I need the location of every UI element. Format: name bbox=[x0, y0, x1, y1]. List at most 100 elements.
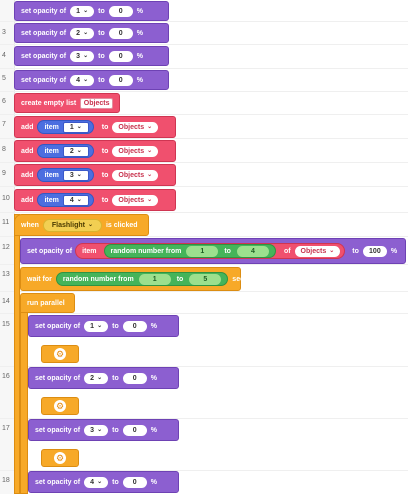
random-to-input[interactable]: 5 bbox=[189, 273, 222, 285]
line-number: 4 bbox=[2, 52, 6, 59]
chevron-down-icon: ⌄ bbox=[147, 148, 153, 154]
item-reporter[interactable]: item 4 ⌄ bbox=[37, 193, 94, 207]
chevron-down-icon: ⌄ bbox=[147, 124, 153, 130]
list-dropdown[interactable]: Objects ⌄ bbox=[112, 169, 159, 181]
row-divider bbox=[0, 186, 408, 187]
random-to-input[interactable]: 4 bbox=[236, 245, 269, 257]
opacity-value-input[interactable]: 0 bbox=[122, 476, 147, 488]
set-opacity-block[interactable]: set opacity of 4 ⌄ to 0 % bbox=[28, 471, 179, 493]
target-dropdown[interactable]: 3 ⌄ bbox=[84, 424, 109, 436]
item-dropdown[interactable]: 1 ⌄ bbox=[62, 121, 89, 133]
random-number-reporter[interactable]: random number from 1 to 5 bbox=[55, 272, 229, 286]
parallel-branch-settings[interactable]: ⚙ bbox=[41, 397, 79, 415]
set-opacity-block[interactable]: set opacity of 1 ⌄ to 0 % bbox=[14, 1, 169, 21]
gear-icon[interactable]: ⚙ bbox=[54, 400, 66, 412]
target-dropdown[interactable]: 4 ⌄ bbox=[70, 74, 95, 86]
opacity-value-input[interactable]: 0 bbox=[122, 320, 147, 332]
line-number: 5 bbox=[2, 75, 6, 82]
list-name-input[interactable]: Objects bbox=[80, 97, 113, 109]
chevron-down-icon: ⌄ bbox=[97, 323, 103, 329]
chevron-down-icon: ⌄ bbox=[83, 30, 89, 36]
set-opacity-block[interactable]: set opacity of 3 ⌄ to 0 % bbox=[28, 419, 179, 441]
list-dropdown[interactable]: Objects ⌄ bbox=[112, 145, 159, 157]
chevron-down-icon: ⌄ bbox=[147, 172, 153, 178]
gear-icon[interactable]: ⚙ bbox=[54, 348, 66, 360]
line-number: 12 bbox=[2, 244, 10, 251]
chevron-down-icon: ⌄ bbox=[76, 172, 82, 178]
chevron-down-icon: ⌄ bbox=[83, 8, 89, 14]
opacity-value-input[interactable]: 0 bbox=[122, 372, 147, 384]
chevron-down-icon: ⌄ bbox=[83, 53, 89, 59]
opacity-value-input[interactable]: 0 bbox=[108, 50, 133, 62]
row-divider bbox=[0, 236, 408, 237]
set-opacity-block[interactable]: set opacity of 4 ⌄ to 0 % bbox=[14, 70, 169, 90]
object-dropdown[interactable]: Flashlight ⌄ bbox=[42, 218, 102, 232]
chevron-down-icon: ⌄ bbox=[83, 77, 89, 83]
item-dropdown[interactable]: 3 ⌄ bbox=[62, 169, 89, 181]
set-opacity-block[interactable]: set opacity of 1 ⌄ to 0 % bbox=[28, 315, 179, 337]
random-from-input[interactable]: 1 bbox=[138, 273, 171, 285]
item-reporter[interactable]: item 1 ⌄ bbox=[37, 120, 94, 134]
row-divider bbox=[0, 162, 408, 163]
chevron-down-icon: ⌄ bbox=[97, 427, 103, 433]
opacity-value-input[interactable]: 0 bbox=[108, 5, 133, 17]
when-clicked-hat-block[interactable]: when Flashlight ⌄ is clicked bbox=[14, 214, 149, 236]
target-dropdown[interactable]: 4 ⌄ bbox=[84, 476, 109, 488]
target-dropdown[interactable]: 2 ⌄ bbox=[84, 372, 109, 384]
row-divider bbox=[0, 68, 408, 69]
row-divider bbox=[0, 91, 408, 92]
line-number: 3 bbox=[2, 29, 6, 36]
target-dropdown[interactable]: 2 ⌄ bbox=[70, 27, 95, 39]
target-dropdown[interactable]: 3 ⌄ bbox=[70, 50, 95, 62]
row-divider bbox=[0, 366, 408, 367]
line-number: 18 bbox=[2, 477, 10, 484]
list-dropdown[interactable]: Objects ⌄ bbox=[294, 245, 341, 257]
row-divider bbox=[0, 264, 408, 265]
row-divider bbox=[0, 418, 408, 419]
opacity-value-input[interactable]: 0 bbox=[108, 74, 133, 86]
line-number: 17 bbox=[2, 425, 10, 432]
gear-icon[interactable]: ⚙ bbox=[54, 452, 66, 464]
line-number: 8 bbox=[2, 146, 6, 153]
run-parallel-block[interactable]: run parallel bbox=[20, 293, 75, 313]
chevron-down-icon: ⌄ bbox=[97, 479, 103, 485]
item-dropdown[interactable]: 4 ⌄ bbox=[62, 194, 89, 206]
set-opacity-block[interactable]: set opacity of 3 ⌄ to 0 % bbox=[14, 46, 169, 66]
opacity-value-input[interactable]: 0 bbox=[108, 27, 133, 39]
opacity-value-input[interactable]: 100 bbox=[362, 245, 387, 257]
row-divider bbox=[0, 212, 408, 213]
parallel-branch-settings[interactable]: ⚙ bbox=[41, 449, 79, 467]
line-number: 13 bbox=[2, 271, 10, 278]
add-item-block[interactable]: add item 2 ⌄ to Objects ⌄ bbox=[14, 140, 176, 162]
target-dropdown[interactable]: 1 ⌄ bbox=[84, 320, 109, 332]
create-list-block[interactable]: create empty list Objects bbox=[14, 93, 120, 113]
item-reporter[interactable]: item 3 ⌄ bbox=[37, 168, 94, 182]
chevron-down-icon: ⌄ bbox=[329, 248, 335, 254]
run-parallel-frame bbox=[20, 312, 28, 494]
opacity-value-input[interactable]: 0 bbox=[122, 424, 147, 436]
row-divider bbox=[0, 21, 408, 22]
chevron-down-icon: ⌄ bbox=[87, 222, 93, 228]
add-item-block[interactable]: add item 1 ⌄ to Objects ⌄ bbox=[14, 116, 176, 138]
list-dropdown[interactable]: Objects ⌄ bbox=[112, 194, 159, 206]
set-opacity-block[interactable]: set opacity of 2 ⌄ to 0 % bbox=[14, 23, 169, 43]
target-dropdown[interactable]: 1 ⌄ bbox=[70, 5, 95, 17]
list-item-reporter[interactable]: item random number from 1 to 4 of Object… bbox=[75, 243, 346, 259]
list-dropdown[interactable]: Objects ⌄ bbox=[112, 121, 159, 133]
set-opacity-random-block[interactable]: set opacity of item random number from 1… bbox=[20, 238, 406, 264]
item-dropdown[interactable]: 2 ⌄ bbox=[62, 145, 89, 157]
chevron-down-icon: ⌄ bbox=[147, 197, 153, 203]
chevron-down-icon: ⌄ bbox=[76, 148, 82, 154]
add-item-block[interactable]: add item 3 ⌄ to Objects ⌄ bbox=[14, 164, 176, 186]
row-divider bbox=[0, 114, 408, 115]
chevron-down-icon: ⌄ bbox=[76, 124, 82, 130]
line-number: 11 bbox=[2, 219, 10, 226]
parallel-branch-settings[interactable]: ⚙ bbox=[41, 345, 79, 363]
item-reporter[interactable]: item 2 ⌄ bbox=[37, 144, 94, 158]
random-from-input[interactable]: 1 bbox=[186, 245, 219, 257]
add-item-block[interactable]: add item 4 ⌄ to Objects ⌄ bbox=[14, 189, 176, 211]
wait-block[interactable]: wait for random number from 1 to 5 sec. bbox=[20, 267, 246, 291]
line-number: 15 bbox=[2, 321, 10, 328]
random-number-reporter[interactable]: random number from 1 to 4 bbox=[103, 244, 276, 258]
set-opacity-block[interactable]: set opacity of 2 ⌄ to 0 % bbox=[28, 367, 179, 389]
